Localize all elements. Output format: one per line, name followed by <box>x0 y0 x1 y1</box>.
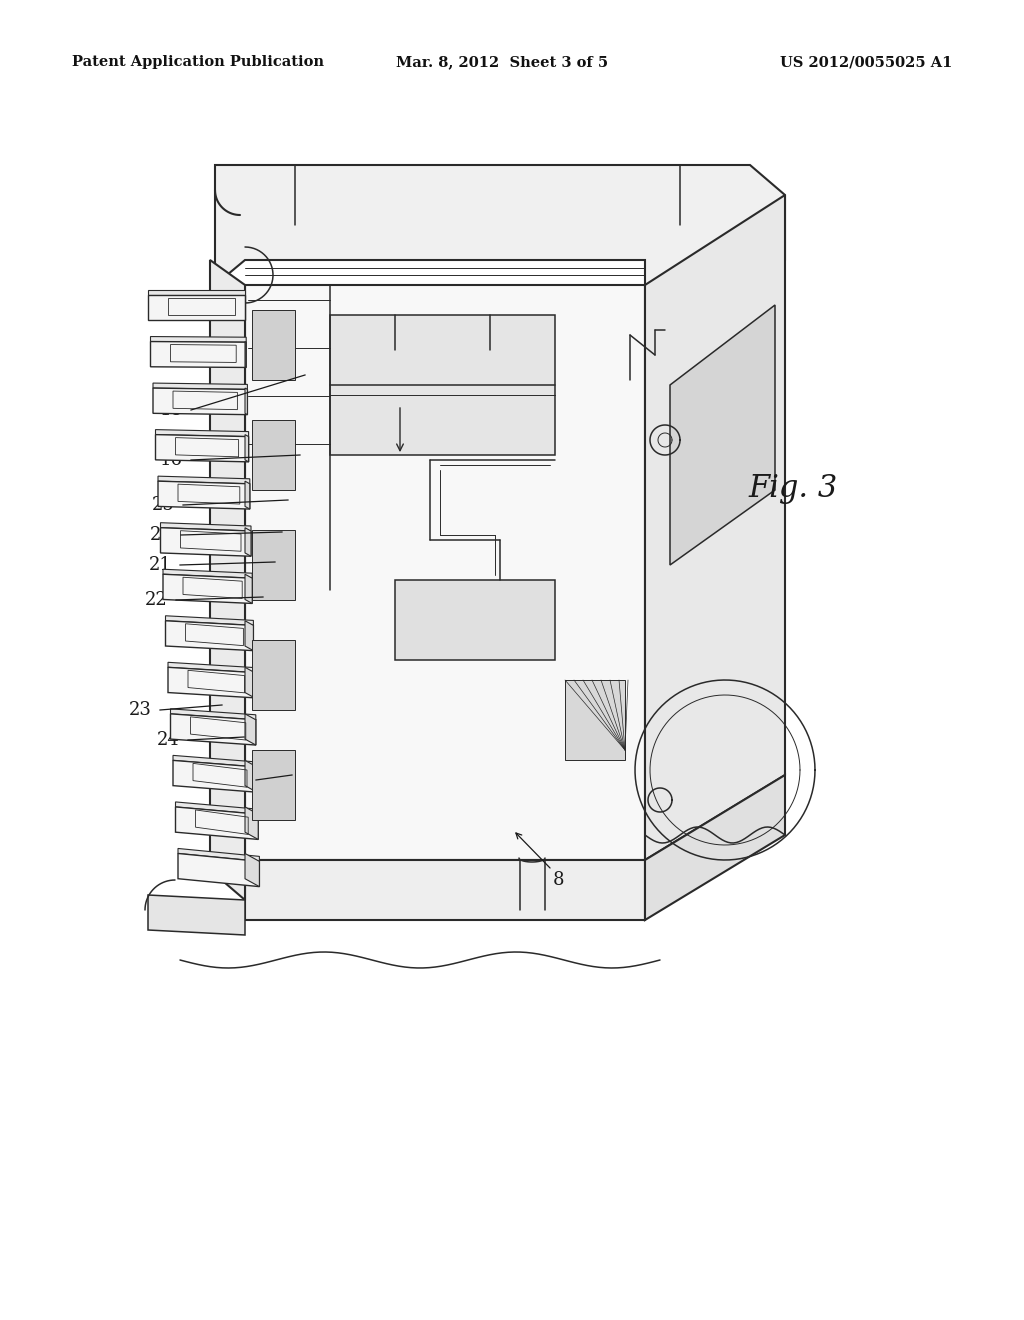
Text: Fig. 3: Fig. 3 <box>748 473 838 503</box>
Polygon shape <box>161 528 251 556</box>
Polygon shape <box>156 429 249 437</box>
Polygon shape <box>245 668 255 698</box>
Text: 8: 8 <box>552 871 564 888</box>
Polygon shape <box>645 195 785 861</box>
Polygon shape <box>252 310 295 380</box>
Polygon shape <box>252 640 295 710</box>
Text: Mar. 8, 2012  Sheet 3 of 5: Mar. 8, 2012 Sheet 3 of 5 <box>396 55 608 69</box>
Text: 23: 23 <box>225 771 248 789</box>
Polygon shape <box>153 383 248 389</box>
Polygon shape <box>163 574 252 603</box>
Polygon shape <box>245 574 252 603</box>
Polygon shape <box>245 760 257 792</box>
Polygon shape <box>153 388 248 414</box>
Polygon shape <box>245 854 259 887</box>
Polygon shape <box>166 620 253 651</box>
Polygon shape <box>151 337 246 342</box>
Polygon shape <box>173 755 257 767</box>
Polygon shape <box>168 663 255 673</box>
Polygon shape <box>245 342 246 367</box>
Polygon shape <box>245 861 645 920</box>
Polygon shape <box>168 668 255 698</box>
Polygon shape <box>163 569 252 578</box>
Polygon shape <box>245 528 251 556</box>
Polygon shape <box>148 294 245 321</box>
Text: 16: 16 <box>160 451 183 469</box>
Polygon shape <box>173 760 257 792</box>
Polygon shape <box>175 803 258 814</box>
Polygon shape <box>171 709 256 719</box>
Polygon shape <box>252 420 295 490</box>
Polygon shape <box>245 620 253 651</box>
Polygon shape <box>178 849 259 862</box>
Polygon shape <box>245 714 256 744</box>
Polygon shape <box>330 315 555 455</box>
Polygon shape <box>161 523 251 531</box>
Polygon shape <box>178 854 259 887</box>
Polygon shape <box>252 531 295 601</box>
Polygon shape <box>148 290 245 294</box>
Polygon shape <box>166 615 253 626</box>
Polygon shape <box>171 714 256 744</box>
Polygon shape <box>395 579 555 660</box>
Text: Patent Application Publication: Patent Application Publication <box>72 55 324 69</box>
Text: 21: 21 <box>150 556 172 574</box>
Polygon shape <box>151 342 246 367</box>
Polygon shape <box>215 165 785 285</box>
Text: 24: 24 <box>158 731 180 748</box>
Text: 18: 18 <box>160 401 183 418</box>
Polygon shape <box>158 482 250 510</box>
Polygon shape <box>645 775 785 920</box>
Polygon shape <box>245 482 250 510</box>
Polygon shape <box>245 285 645 861</box>
Polygon shape <box>245 388 248 414</box>
Polygon shape <box>156 434 249 462</box>
Polygon shape <box>245 807 258 840</box>
Polygon shape <box>175 807 258 840</box>
Polygon shape <box>210 260 245 900</box>
Text: 22: 22 <box>145 591 168 609</box>
Text: 25: 25 <box>151 525 173 544</box>
Text: 25: 25 <box>153 496 175 513</box>
Polygon shape <box>158 477 250 484</box>
Polygon shape <box>252 750 295 820</box>
Polygon shape <box>565 680 625 760</box>
Polygon shape <box>148 895 245 935</box>
Text: US 2012/0055025 A1: US 2012/0055025 A1 <box>779 55 952 69</box>
Polygon shape <box>670 305 775 565</box>
Polygon shape <box>245 434 249 462</box>
Text: 23: 23 <box>129 701 152 719</box>
